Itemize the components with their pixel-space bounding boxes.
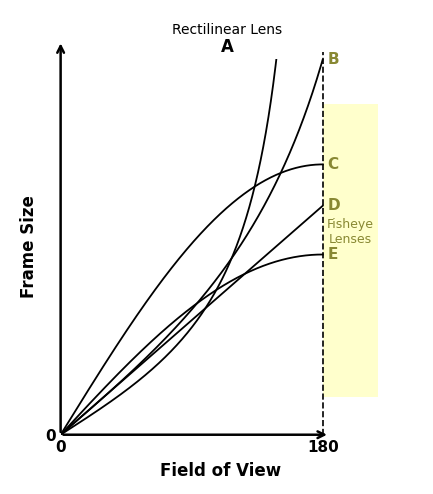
Text: D: D <box>327 198 340 213</box>
Bar <box>323 104 378 397</box>
Text: E: E <box>327 247 338 262</box>
X-axis label: Field of View: Field of View <box>160 461 281 480</box>
Y-axis label: Frame Size: Frame Size <box>20 196 38 298</box>
Text: Fisheye
Lenses: Fisheye Lenses <box>327 218 374 246</box>
Text: Rectilinear Lens: Rectilinear Lens <box>172 23 282 37</box>
Text: C: C <box>327 157 338 172</box>
Text: B: B <box>327 52 339 67</box>
Text: A: A <box>221 38 234 55</box>
